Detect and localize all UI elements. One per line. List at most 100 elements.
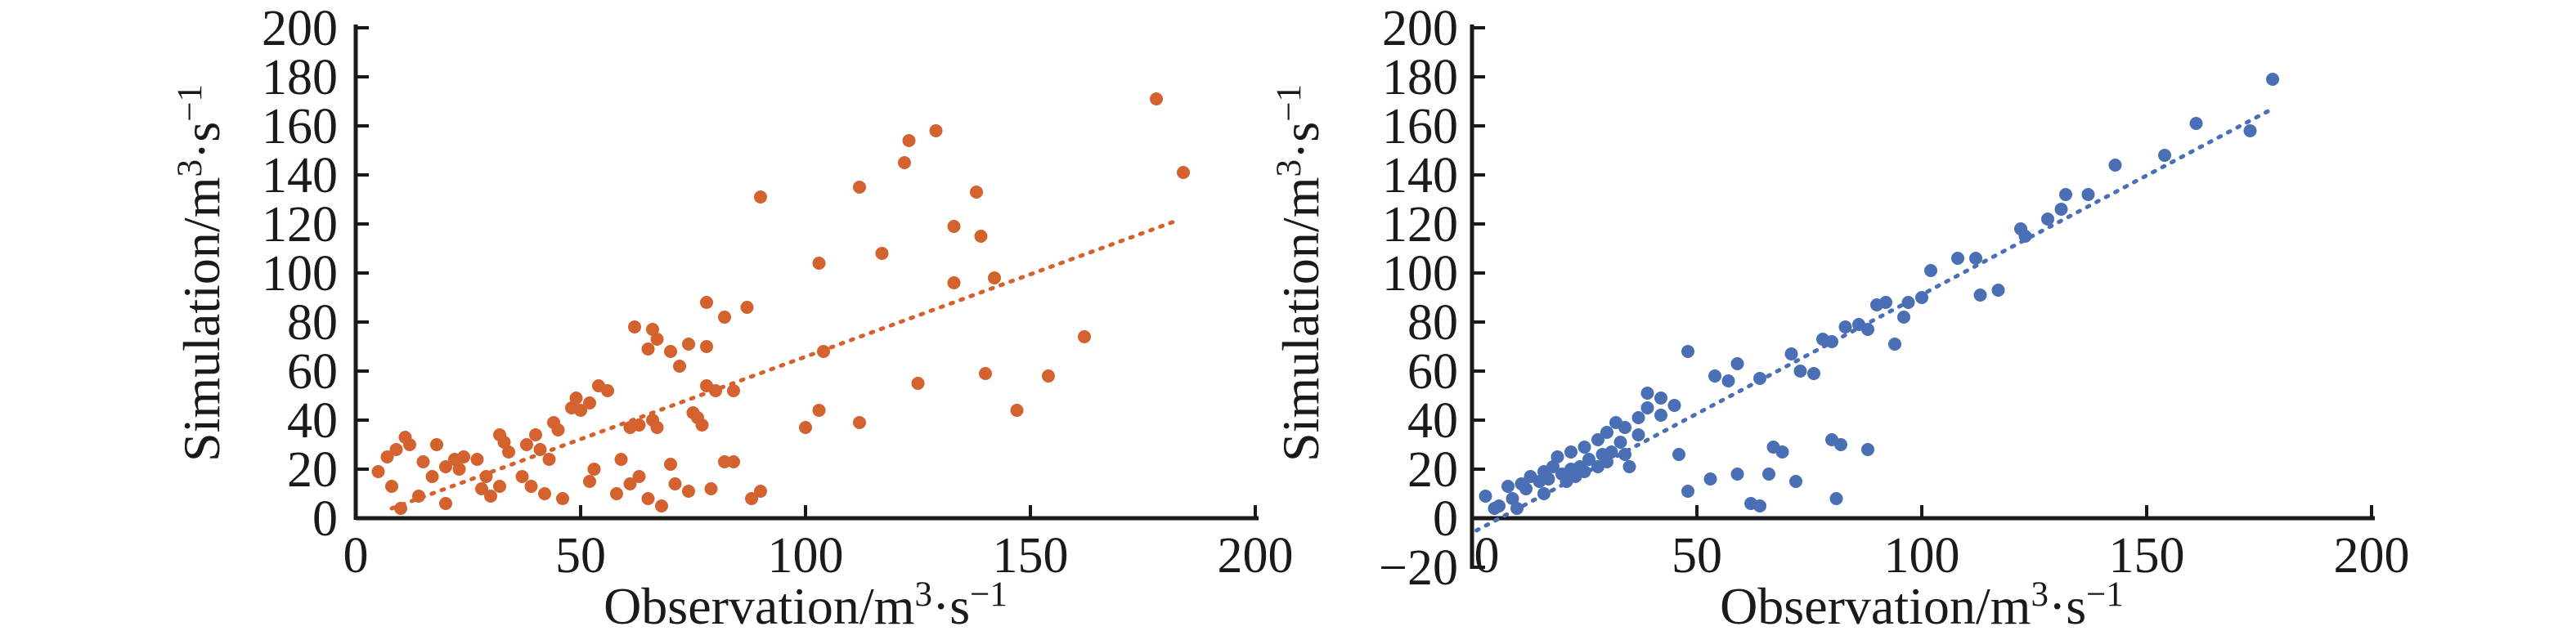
scatter-point bbox=[371, 465, 385, 478]
x-tick-label: 150 bbox=[2109, 528, 2185, 584]
scatter-point bbox=[1622, 460, 1636, 473]
scatter-point bbox=[403, 438, 416, 451]
scatter-point bbox=[718, 455, 731, 468]
scatter-point bbox=[2266, 73, 2279, 86]
scatter-point bbox=[1591, 433, 1604, 446]
scatter-point bbox=[1784, 347, 1798, 360]
scatter-point bbox=[502, 445, 515, 459]
y-tick-label: 20 bbox=[287, 442, 338, 498]
scatter-point bbox=[515, 470, 529, 483]
scatter-point bbox=[1542, 472, 1555, 486]
x-tick-label: 0 bbox=[1474, 528, 1500, 584]
scatter-point bbox=[929, 124, 943, 137]
scatter-point bbox=[988, 271, 1001, 284]
scatter-point bbox=[902, 134, 916, 147]
scatter-point bbox=[754, 190, 767, 204]
scatter-point bbox=[574, 404, 587, 417]
scatter-point bbox=[947, 220, 961, 233]
y-tick-label: 200 bbox=[1382, 1, 1458, 56]
x-tick-label: 50 bbox=[1672, 528, 1722, 584]
scatter-point bbox=[812, 404, 826, 417]
scatter-point bbox=[1604, 445, 1618, 459]
scatter-point bbox=[875, 247, 889, 260]
scatter-point bbox=[430, 438, 443, 451]
scatter-point bbox=[727, 455, 740, 468]
scatter-point bbox=[439, 497, 452, 510]
right-x-axis-label: Observation/m3·s−1 bbox=[1720, 575, 2124, 635]
scatter-point bbox=[479, 470, 493, 483]
scatter-point bbox=[1861, 443, 1874, 456]
scatter-point bbox=[1861, 323, 1874, 336]
x-tick-label: 100 bbox=[1884, 528, 1960, 584]
charts-render-root: 0 50 100 150 2000204060801001201401601802000… bbox=[262, 1, 2410, 596]
scatter-point bbox=[1775, 445, 1789, 459]
y-tick-label: 0 bbox=[1433, 491, 1458, 547]
scatter-point bbox=[1762, 468, 1775, 481]
scatter-point bbox=[632, 418, 646, 432]
scatter-point bbox=[1078, 330, 1091, 343]
y-tick-label: 100 bbox=[1382, 246, 1458, 302]
scatter-point bbox=[1510, 502, 1524, 515]
scatter-point bbox=[380, 450, 394, 463]
scatter-point bbox=[853, 181, 866, 194]
scatter-point bbox=[2189, 117, 2203, 130]
y-tick-label: −20 bbox=[1379, 540, 1458, 596]
scatter-point bbox=[1150, 92, 1163, 105]
y-tick-label: 0 bbox=[312, 491, 338, 547]
scatter-point bbox=[1951, 252, 1964, 265]
scatter-point bbox=[385, 480, 398, 493]
scatter-point bbox=[641, 342, 655, 356]
y-tick-label: 180 bbox=[1382, 50, 1458, 105]
scatter-point bbox=[529, 428, 542, 441]
scatter-point bbox=[2059, 188, 2072, 201]
x-tick-label: 100 bbox=[768, 528, 844, 584]
scatter-point bbox=[601, 384, 614, 397]
scatter-point bbox=[1969, 252, 1982, 265]
scatter-point bbox=[898, 156, 911, 169]
scatter-point bbox=[1667, 399, 1681, 412]
scatter-point bbox=[452, 463, 466, 476]
scatter-point bbox=[1793, 365, 1807, 378]
y-tick-label: 200 bbox=[262, 1, 338, 56]
scatter-point bbox=[1807, 367, 1820, 380]
left-y-axis-label: Simulation/m3·s−1 bbox=[171, 84, 231, 462]
scatter-point bbox=[632, 470, 646, 483]
scatter-point bbox=[1600, 426, 1613, 439]
scatter-point bbox=[425, 470, 439, 483]
scatter-point bbox=[754, 485, 767, 498]
scatter-point bbox=[664, 458, 677, 471]
scatter-point bbox=[1501, 480, 1515, 493]
scatter-point bbox=[470, 453, 484, 466]
scatter-point bbox=[1618, 448, 1631, 461]
scatter-point bbox=[1681, 345, 1694, 358]
scatter-point bbox=[1879, 296, 1892, 309]
scatter-point bbox=[1042, 369, 1055, 383]
scatter-point bbox=[799, 421, 812, 434]
right-y-axis-label: Simulation/m3·s−1 bbox=[1270, 84, 1330, 462]
x-tick-label: 0 bbox=[343, 528, 369, 584]
y-tick-label: 60 bbox=[1407, 344, 1458, 400]
scatter-point bbox=[700, 340, 713, 353]
scatter-point bbox=[551, 423, 565, 436]
scatter-point bbox=[583, 475, 596, 488]
scatter-point bbox=[853, 416, 866, 429]
scatter-point bbox=[2108, 159, 2122, 172]
scatter-point bbox=[2081, 188, 2095, 201]
scatter-point bbox=[1681, 485, 1694, 498]
scatter-point bbox=[1973, 289, 1987, 302]
scatter-point bbox=[475, 482, 488, 495]
scatter-point bbox=[911, 377, 925, 390]
y-tick-label: 140 bbox=[1382, 148, 1458, 204]
scatter-point bbox=[695, 418, 709, 432]
scatter-point bbox=[682, 485, 695, 498]
scatter-point bbox=[1631, 428, 1645, 441]
y-tick-label: 100 bbox=[262, 246, 338, 302]
scatter-point bbox=[1613, 436, 1627, 449]
scatter-point bbox=[1672, 448, 1685, 461]
x-tick-label: 200 bbox=[2334, 528, 2410, 584]
scatter-point bbox=[1721, 374, 1735, 387]
y-tick-label: 120 bbox=[1382, 197, 1458, 253]
scatter-point bbox=[2041, 213, 2054, 226]
scatter-point bbox=[394, 502, 407, 515]
